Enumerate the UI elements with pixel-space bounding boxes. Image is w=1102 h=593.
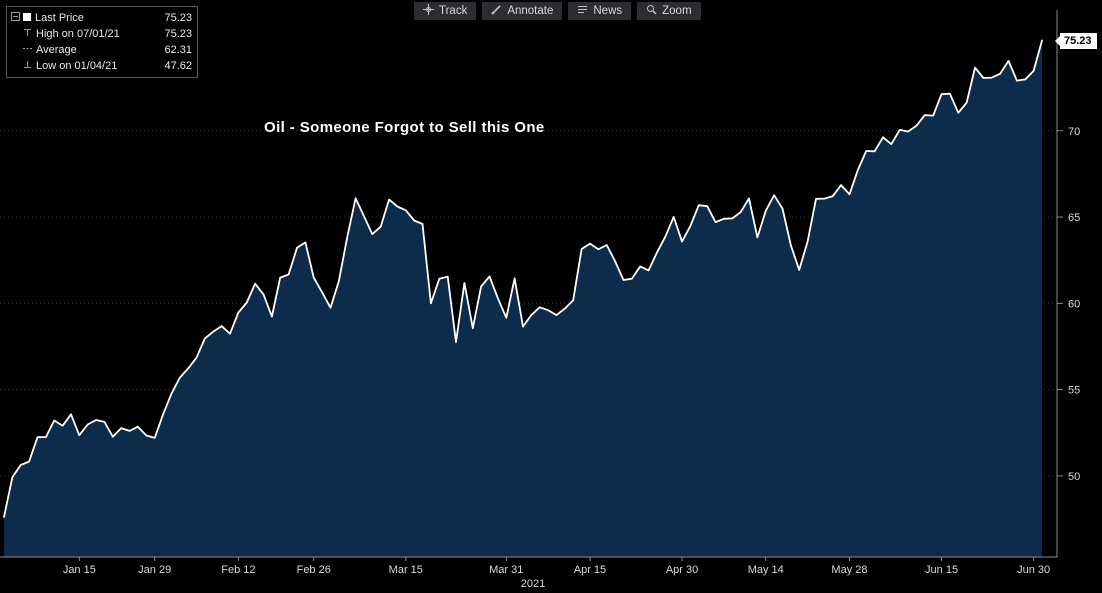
y-axis-tick-label: 70 [1068, 126, 1080, 138]
legend-label: Average [36, 44, 77, 56]
zoom-button-label: Zoom [662, 5, 692, 17]
annotate-button[interactable]: Annotate [482, 2, 563, 20]
legend-label: Low on 01/04/21 [36, 60, 118, 72]
x-axis-tick-label: Mar 15 [389, 564, 423, 576]
x-axis-tick-label: Feb 26 [297, 564, 331, 576]
x-axis-tick-label: Jan 29 [138, 564, 171, 576]
low-marker-icon [23, 60, 32, 72]
x-axis-year-label: 2021 [520, 578, 546, 590]
x-axis-tick-label: May 28 [831, 564, 867, 576]
last-price-square-icon [23, 12, 31, 24]
y-axis-tick-label: 55 [1068, 385, 1080, 397]
legend-value: 62.31 [164, 44, 192, 56]
y-axis-tick-label: 60 [1068, 298, 1080, 310]
chart-toolbar: Track Annotate News Zoom [414, 2, 701, 20]
x-axis-tick-label: Jun 30 [1017, 564, 1050, 576]
x-axis-tick-label: Mar 31 [489, 564, 523, 576]
zoom-button[interactable]: Zoom [637, 2, 701, 20]
last-price-tag: 75.23 [1055, 33, 1097, 49]
legend-collapse-icon[interactable] [11, 12, 20, 24]
annotate-button-label: Annotate [507, 5, 554, 17]
x-axis-tick-label: May 14 [748, 564, 784, 576]
news-lines-icon [577, 4, 588, 18]
legend-row-high[interactable]: High on 07/01/21 75.23 [11, 26, 192, 42]
annotate-pencil-icon [491, 4, 502, 18]
legend-value: 75.23 [164, 28, 192, 40]
legend-value: 47.62 [164, 60, 192, 72]
legend-row-last-price[interactable]: Last Price 75.23 [11, 10, 192, 26]
legend-label: Last Price [35, 12, 84, 24]
zoom-magnifier-icon [646, 4, 657, 18]
news-button-label: News [593, 5, 623, 17]
x-axis-tick-label: Feb 12 [221, 564, 255, 576]
legend-row-low[interactable]: Low on 01/04/21 47.62 [11, 58, 192, 74]
track-crosshair-icon [423, 4, 434, 18]
price-area-fill [4, 40, 1042, 557]
legend-row-average[interactable]: Average 62.31 [11, 42, 192, 58]
high-marker-icon [23, 28, 32, 40]
y-axis-tick-label: 65 [1068, 212, 1080, 224]
legend-value: 75.23 [164, 12, 192, 24]
x-axis-tick-label: Apr 30 [666, 564, 698, 576]
chart-title: Oil - Someone Forgot to Sell this One [264, 119, 545, 136]
legend-label: High on 07/01/21 [36, 28, 120, 40]
x-axis-tick-label: Jan 15 [63, 564, 96, 576]
x-axis-tick-label: Jun 15 [925, 564, 958, 576]
price-line [3, 39, 1043, 518]
chart-legend[interactable]: Last Price 75.23 High on 07/01/21 75.23 … [6, 6, 198, 78]
news-button[interactable]: News [568, 2, 632, 20]
track-button-label: Track [439, 5, 468, 17]
x-axis-tick-label: Apr 15 [574, 564, 606, 576]
track-button[interactable]: Track [414, 2, 477, 20]
y-axis-tick-label: 50 [1068, 471, 1080, 483]
average-marker-icon [23, 44, 32, 56]
